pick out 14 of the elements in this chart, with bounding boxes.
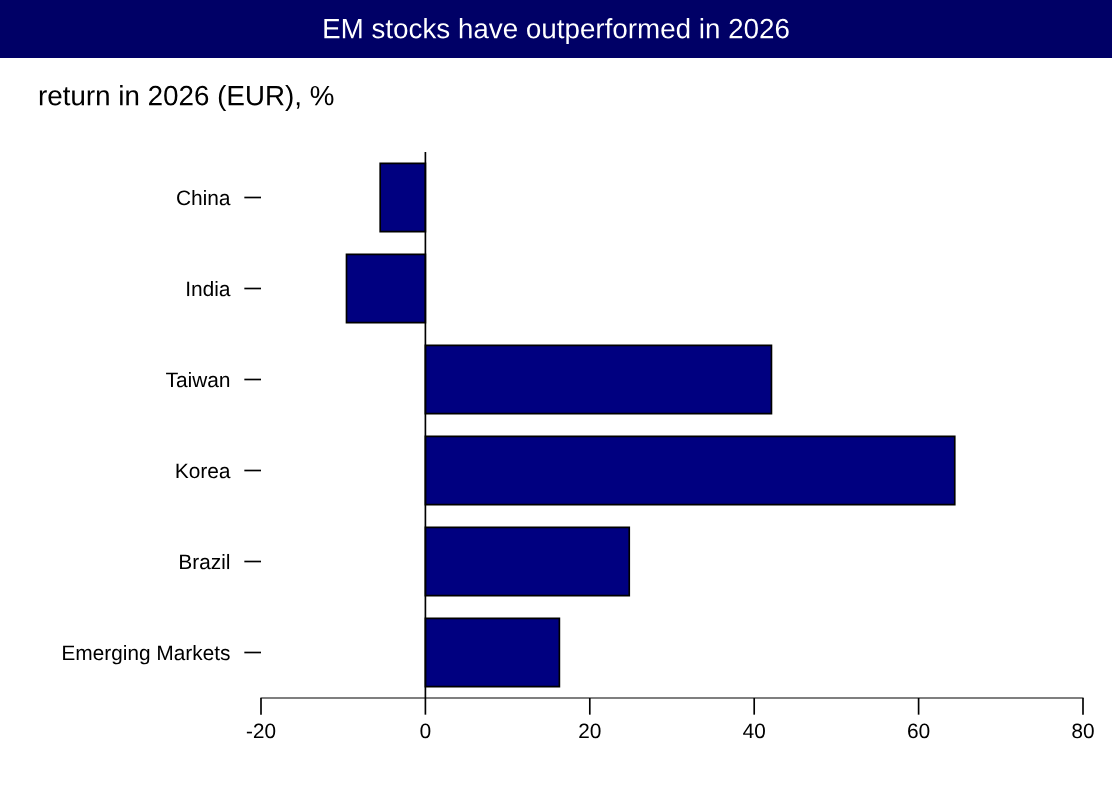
x-tick-label: 40 — [743, 723, 765, 739]
x-tick-label: 80 — [1072, 723, 1094, 739]
chart-title: EM stocks have outperformed in 2026 — [324, 18, 789, 44]
x-tick-label: 20 — [579, 723, 601, 739]
chart-subtitle: return in 2026 (EUR), % — [39, 85, 334, 111]
x-tick-label: -20 — [246, 723, 276, 739]
y-tick-label: India — [187, 280, 231, 297]
y-tick-label: China — [177, 189, 231, 206]
y-tick-label: Korea — [176, 463, 231, 479]
y-tick-label: Brazil — [180, 553, 230, 570]
x-tick-label: 0 — [420, 723, 431, 739]
y-tick-label: Taiwan — [166, 371, 230, 388]
y-tick-label: Emerging Markets — [63, 644, 230, 665]
x-tick-label: 60 — [908, 723, 930, 739]
